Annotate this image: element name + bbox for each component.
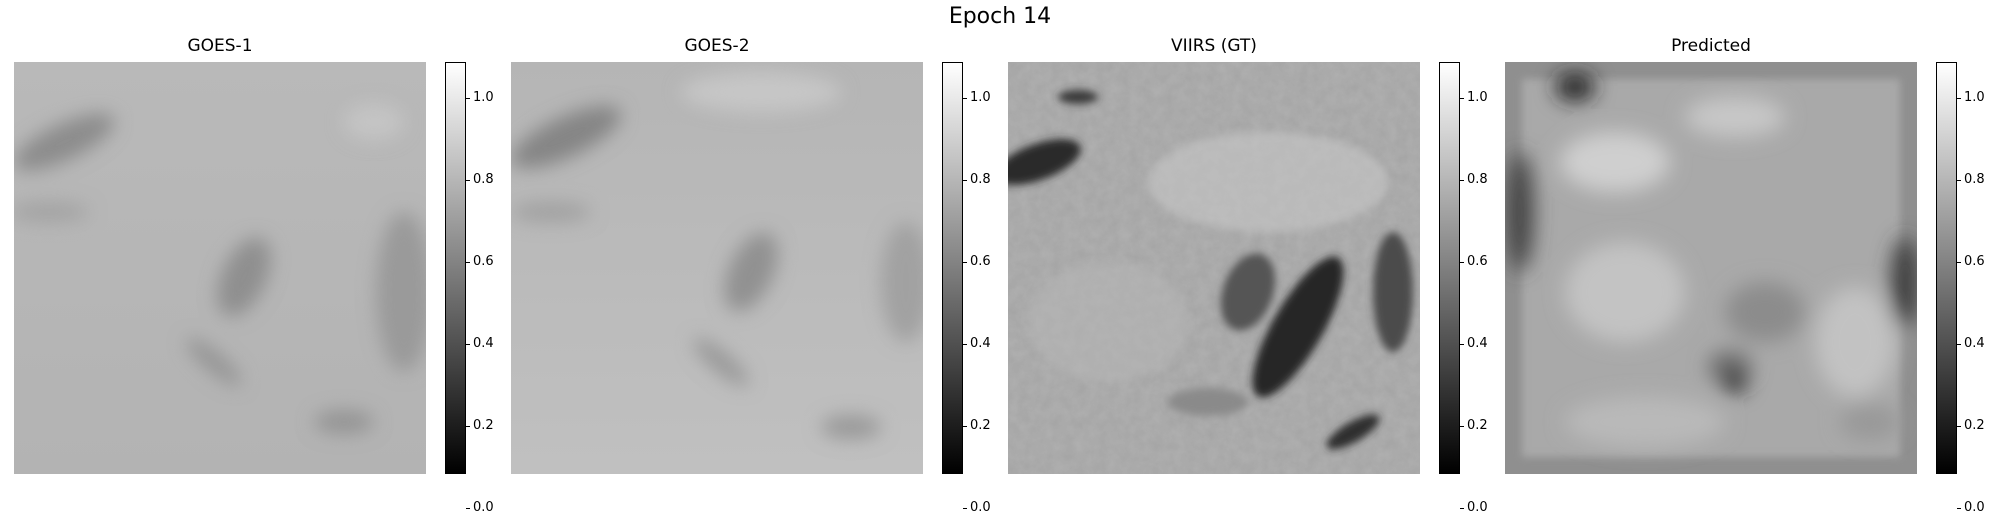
colorbar [1439,62,1460,474]
panel-predicted: Predicted 1 [1491,36,1987,515]
panel-title: Predicted [1671,36,1751,56]
figure-title: Epoch 14 [948,4,1052,29]
panel-title: GOES-2 [684,36,750,56]
panel-goes-1: GOES-1 1.0 0.8 0.6 0.4 0.2 0.0 [0,36,496,515]
colorbar [1936,62,1957,474]
viirs-gt-image-graphic [1008,62,1420,474]
panel-title: VIIRS (GT) [1171,36,1257,56]
panel-title: GOES-1 [187,36,253,56]
colorbar [445,62,466,474]
goes-2-image [511,62,923,474]
goes-2-image-graphic [511,62,923,474]
panel-viirs-gt: VIIRS (GT) [994,36,1490,515]
goes-1-image-graphic [14,62,426,474]
colorbar [942,62,963,474]
predicted-image [1505,62,1917,474]
predicted-image-graphic [1505,62,1917,474]
goes-1-image [14,62,426,474]
panel-goes-2: GOES-2 1.0 0.8 0.6 0.4 0.2 0.0 [497,36,993,515]
viirs-gt-image [1008,62,1420,474]
